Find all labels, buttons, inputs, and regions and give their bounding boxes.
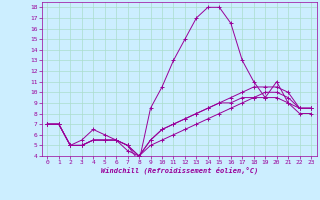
X-axis label: Windchill (Refroidissement éolien,°C): Windchill (Refroidissement éolien,°C) bbox=[100, 167, 258, 174]
